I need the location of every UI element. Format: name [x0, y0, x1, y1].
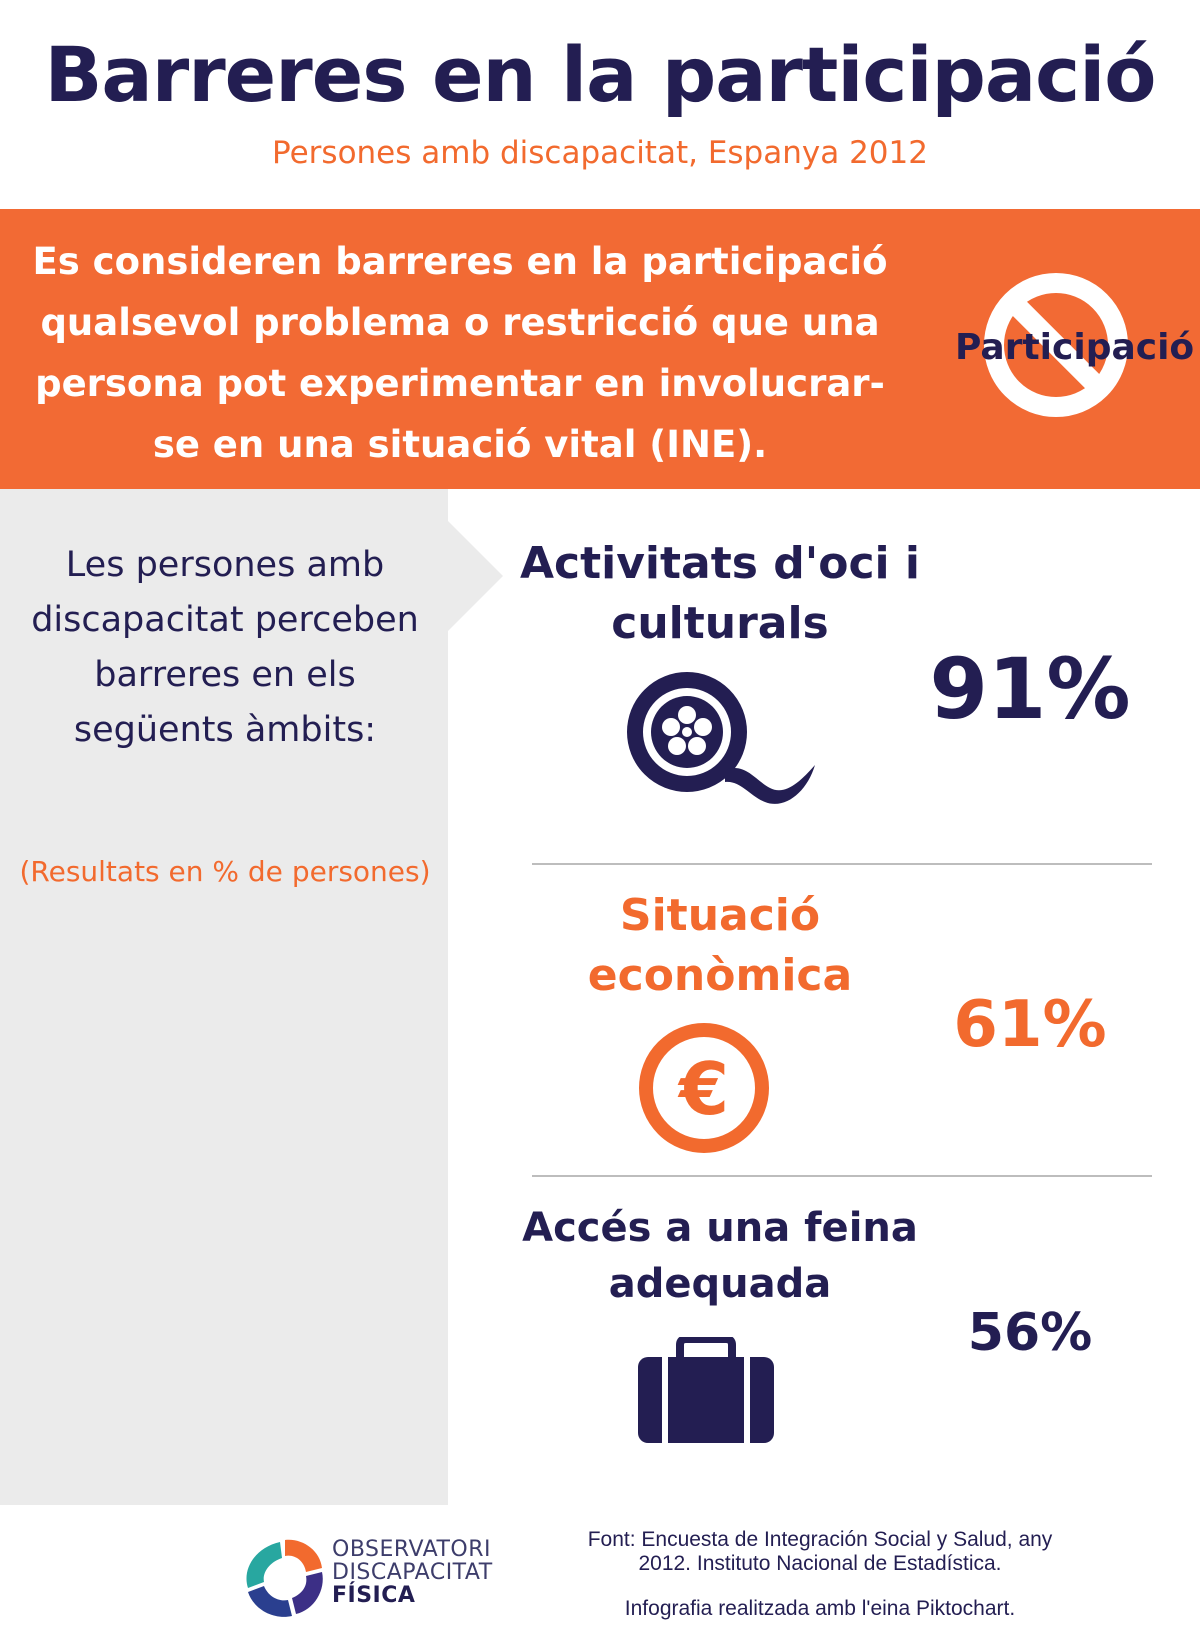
results-note: (Resultats en % de persones)	[19, 855, 431, 888]
definition-band: Es consideren barreres en la participaci…	[0, 209, 1200, 489]
divider	[532, 1175, 1152, 1177]
value-economic: 61%	[953, 988, 1107, 1062]
film-reel-icon	[627, 672, 815, 804]
logo-line-3: FÍSICA	[332, 1583, 416, 1608]
value-leisure: 91%	[929, 640, 1131, 738]
divider	[532, 863, 1152, 865]
logo-line-1: OBSERVATORI	[332, 1537, 491, 1562]
value-employment: 56%	[967, 1303, 1093, 1363]
logo-line-2: DISCAPACITAT	[332, 1560, 493, 1585]
panel-arrow	[447, 520, 503, 632]
credit-note: Infografia realitzada amb l'eina Piktoch…	[624, 1597, 1016, 1620]
intro-panel	[0, 489, 448, 1505]
category-title-employment: Accés a una feina adequada	[522, 1205, 918, 1307]
page-title: Barreres en la participació	[44, 30, 1157, 119]
euro-icon: €	[639, 1023, 769, 1153]
observatori-logo	[246, 1539, 323, 1617]
no-participation-icon	[984, 273, 1128, 417]
svg-text:€: €	[677, 1047, 729, 1131]
definition-text: Es consideren barreres en la participaci…	[32, 240, 888, 466]
source-note: Font: Encuesta de Integración Social y S…	[587, 1528, 1053, 1575]
briefcase-icon	[638, 1337, 774, 1443]
category-title-leisure: Activitats d'oci i culturals	[519, 538, 921, 649]
page-subtitle: Persones amb discapacitat, Espanya 2012	[272, 135, 928, 171]
intro-text: Les persones amb discapacitat perceben b…	[31, 545, 419, 750]
observatori-logo-text: OBSERVATORI DISCAPACITAT FÍSICA	[332, 1538, 493, 1607]
category-title-economic: Situació econòmica	[587, 890, 853, 1001]
no-participation-label: Participació	[955, 327, 1195, 368]
